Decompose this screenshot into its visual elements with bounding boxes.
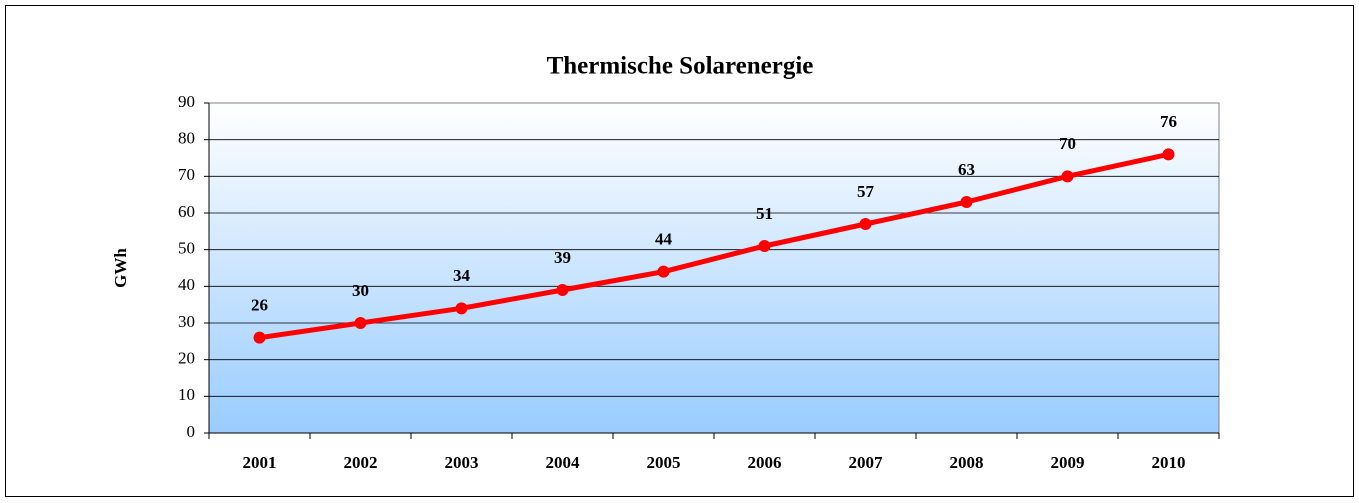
data-point	[455, 302, 468, 315]
data-line	[259, 151, 1170, 341]
x-tick-label: 2008	[950, 453, 984, 472]
x-tick-label: 2001	[243, 453, 277, 472]
y-tick-label: 60	[178, 202, 195, 221]
y-tick-label: 30	[178, 312, 195, 331]
data-point	[1162, 148, 1175, 161]
data-label: 63	[958, 160, 975, 179]
data-point	[556, 284, 569, 296]
y-tick-label: 70	[178, 165, 195, 184]
x-tick-label: 2009	[1051, 453, 1085, 472]
data-point	[354, 317, 367, 329]
data-point	[859, 218, 872, 230]
y-tick-label: 50	[178, 239, 195, 258]
data-label: 44	[655, 230, 673, 249]
data-label: 34	[453, 266, 471, 285]
data-label: 57	[857, 182, 875, 201]
chart-title: Thermische Solarenergie	[547, 53, 814, 80]
y-tick-label: 40	[178, 275, 195, 294]
plot-area	[208, 102, 1220, 434]
x-tick-label: 2006	[748, 453, 782, 472]
data-label: 30	[352, 281, 369, 300]
x-tick-label: 2010	[1152, 453, 1186, 472]
x-tick-label: 2007	[849, 453, 884, 472]
data-point	[758, 240, 771, 252]
data-label: 51	[756, 204, 773, 223]
data-point	[253, 331, 266, 344]
x-tick-label: 2005	[647, 453, 681, 472]
data-label: 76	[1160, 112, 1177, 131]
y-tick-label: 80	[178, 129, 195, 148]
x-tick-label: 2002	[344, 453, 378, 472]
x-tick-label: 2003	[445, 453, 479, 472]
data-point	[960, 196, 973, 208]
data-label: 39	[554, 248, 571, 267]
y-tick-label: 20	[178, 349, 195, 368]
x-tick-label: 2004	[546, 453, 581, 472]
y-tick-label: 0	[187, 422, 196, 441]
data-point	[1061, 170, 1074, 183]
y-axis-label: GWh	[111, 248, 130, 288]
data-label: 70	[1059, 134, 1076, 153]
data-label: 26	[251, 296, 268, 315]
data-point	[657, 265, 670, 278]
y-tick-label: 90	[178, 92, 195, 111]
y-tick-label: 10	[178, 385, 195, 404]
